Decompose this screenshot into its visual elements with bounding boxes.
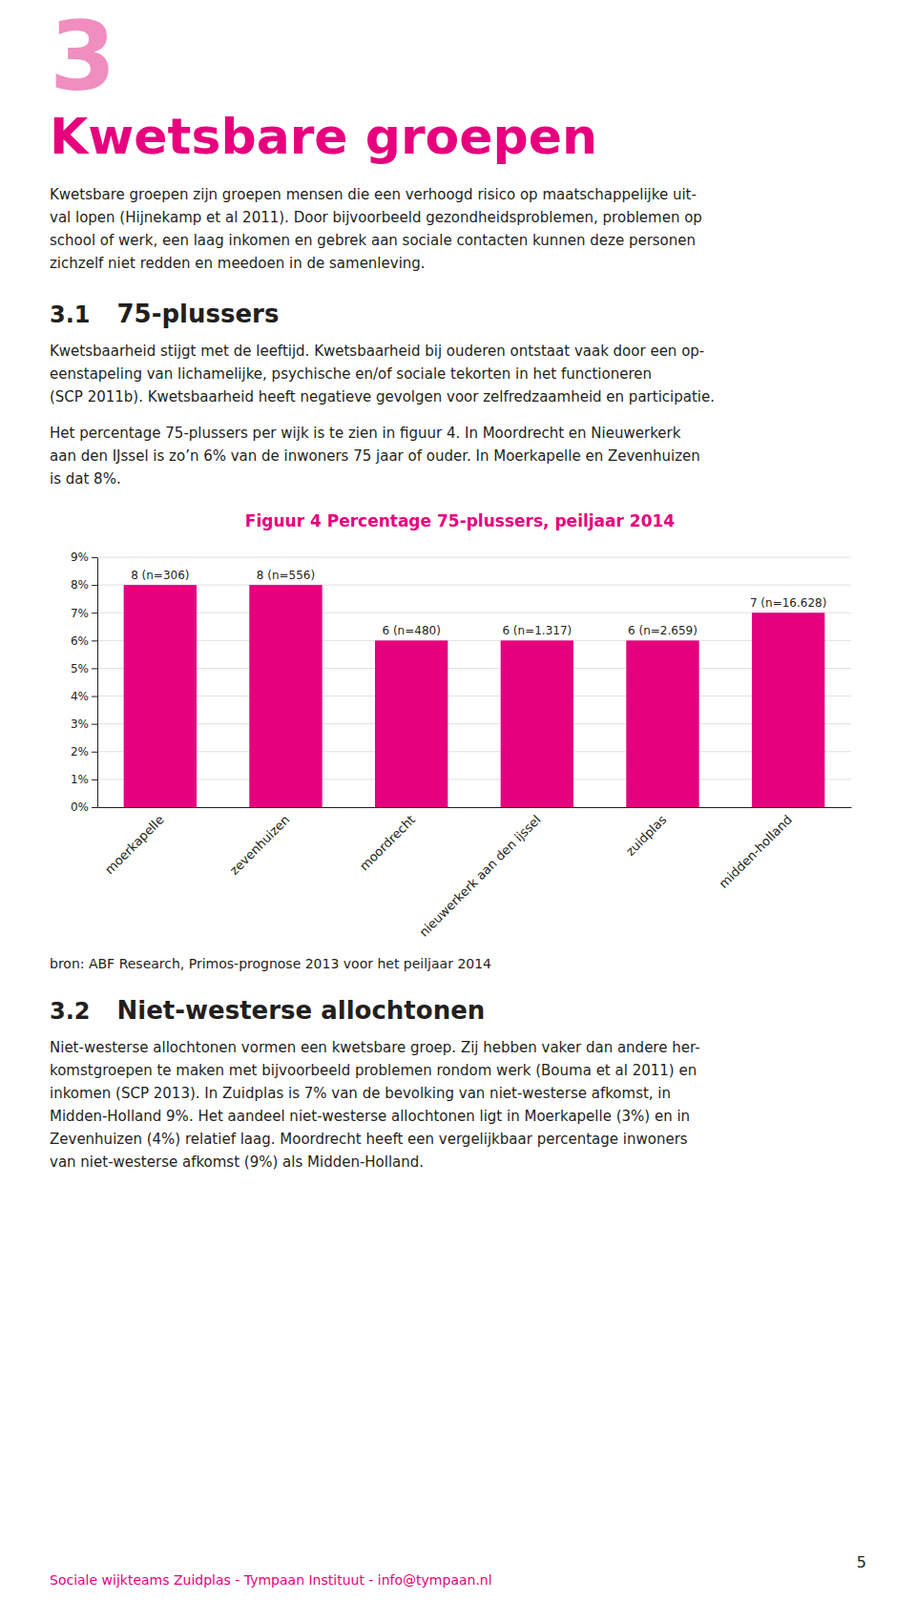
y-axis: 0% 1% 2% 3% 4% 5% 6% 7% 8% 9% <box>70 550 99 814</box>
bar <box>625 640 699 808</box>
data-label: 6 (n=1.317) <box>501 624 572 638</box>
y-tick-label: 5% <box>70 662 89 676</box>
data-label: 6 (n=2.659) <box>627 624 698 638</box>
bar <box>374 640 448 808</box>
y-tick-label: 6% <box>70 633 89 647</box>
x-tick: zuidplas <box>623 807 670 859</box>
y-tick-mark <box>91 751 98 753</box>
y-tick-mark <box>91 612 98 614</box>
grid-line <box>97 612 852 614</box>
y-tick-label: 4% <box>70 689 89 704</box>
section-heading: 3.1 75-plussers <box>49 299 871 329</box>
x-tick-label: zuidplas <box>623 811 670 859</box>
y-tick-label: 7% <box>70 605 89 620</box>
content-column: 3Kwetsbare groepen Kwetsbare groepen zijn… <box>49 9 871 1174</box>
data-label: 8 (n=556) <box>256 568 315 583</box>
page-title: Kwetsbare groepen <box>49 108 871 167</box>
y-tick: 0% <box>70 800 98 814</box>
section-heading: 3.2 Niet-westerse allochtonen <box>49 996 871 1025</box>
y-tick-label: 8% <box>70 578 89 592</box>
chart-title: Figuur 4 Percentage 75-plussers, peiljaa… <box>49 511 871 531</box>
y-tick: 4% <box>70 689 98 704</box>
y-tick-label: 1% <box>70 772 89 787</box>
y-tick-label: 2% <box>70 745 89 759</box>
y-tick: 7% <box>70 605 98 620</box>
bar <box>751 612 825 808</box>
paragraph: Niet-westerse allochtonen vormen een kwe… <box>49 1036 871 1174</box>
chapter-number: 3 <box>49 9 871 105</box>
section-label: 75-plussers <box>117 299 280 329</box>
y-tick-mark <box>91 807 98 809</box>
data-label: 8 (n=306) <box>130 568 189 583</box>
intro-paragraph: Kwetsbare groepen zijn groepen mensen di… <box>49 183 871 275</box>
y-tick-label: 3% <box>70 717 89 731</box>
section-label: Niet-westerse allochtonen <box>117 996 486 1025</box>
x-tick-label: nieuwerkerk aan den ijssel <box>416 811 543 939</box>
grid-line <box>97 583 852 585</box>
bars <box>124 584 826 808</box>
y-tick: 5% <box>70 662 98 676</box>
x-tick-label: zevenhuizen <box>227 811 293 878</box>
x-axis-line <box>98 807 853 809</box>
data-labels: 8 (n=306) 8 (n=556) 6 (n=480) 6 (n=1.317) 6 … <box>130 568 827 638</box>
data-label: 7 (n=16.628) <box>749 596 827 610</box>
x-axis: moerkapelle zevenhuizen moordrechtnieuwerk… <box>98 807 853 940</box>
page-number: 5 <box>856 1553 867 1572</box>
y-tick-mark <box>91 584 98 586</box>
y-tick-mark <box>91 695 98 697</box>
x-tick-label: moerkapelle <box>102 811 167 877</box>
grid-line <box>97 750 852 752</box>
bar-chart: 0% 1% 2% 3% 4% 5% 6% 7% 8% 9% moerkapelle zevenhuiz… <box>49 530 871 951</box>
bar <box>124 584 197 808</box>
plot-area: 0% 1% 2% 3% 4% 5% 6% 7% 8% 9% moerkapelle zevenhuiz… <box>70 550 853 939</box>
grid-line <box>97 778 852 780</box>
y-tick-mark <box>91 779 98 781</box>
paragraph: Kwetsbaarheid stijgt met de leeftijd. Kw… <box>49 339 871 409</box>
y-tick-mark <box>91 557 98 559</box>
x-tick: zevenhuizen <box>227 807 293 878</box>
grid-line <box>97 556 852 558</box>
y-tick-label: 0% <box>70 800 89 814</box>
y-tick: 9% <box>70 550 98 564</box>
grid-line <box>97 723 852 725</box>
footer: Sociale wijkteams Zuidplas - Tympaan Ins… <box>49 1572 493 1588</box>
x-tick: moordrecht <box>356 807 418 874</box>
x-tick-label: midden-holland <box>716 811 795 891</box>
bar <box>500 640 574 808</box>
grid-line <box>97 806 852 808</box>
y-tick: 8% <box>70 578 98 592</box>
y-tick: 1% <box>70 772 98 787</box>
y-tick-mark <box>91 667 98 669</box>
data-label: 6 (n=480) <box>381 624 440 638</box>
y-tick-label: 9% <box>70 550 89 564</box>
x-tick: moerkapelle <box>102 807 167 877</box>
section-number: 3.2 <box>49 998 91 1025</box>
y-axis-line <box>97 557 99 808</box>
grid-line <box>97 667 852 669</box>
y-tick: 6% <box>70 633 98 647</box>
page: 3Kwetsbare groepen Kwetsbare groepen zijn… <box>0 0 916 1600</box>
y-tick-mark <box>91 723 98 725</box>
grid-line <box>97 640 852 642</box>
paragraph: Het percentage 75-plussers per wijk is t… <box>49 421 871 491</box>
source-note: bron: ABF Research, Primos-prognose 2013… <box>49 956 871 972</box>
x-tick-label: moordrecht <box>356 811 418 874</box>
x-tick: nieuwerkerk aan den ijssel <box>416 807 543 940</box>
x-tick: midden-holland <box>716 807 795 892</box>
grid <box>97 557 852 808</box>
grid-line <box>97 695 852 697</box>
y-tick: 3% <box>70 717 98 731</box>
y-tick-mark <box>91 640 98 642</box>
y-tick: 2% <box>70 745 98 759</box>
section-number: 3.1 <box>49 301 91 329</box>
bar <box>249 584 322 808</box>
